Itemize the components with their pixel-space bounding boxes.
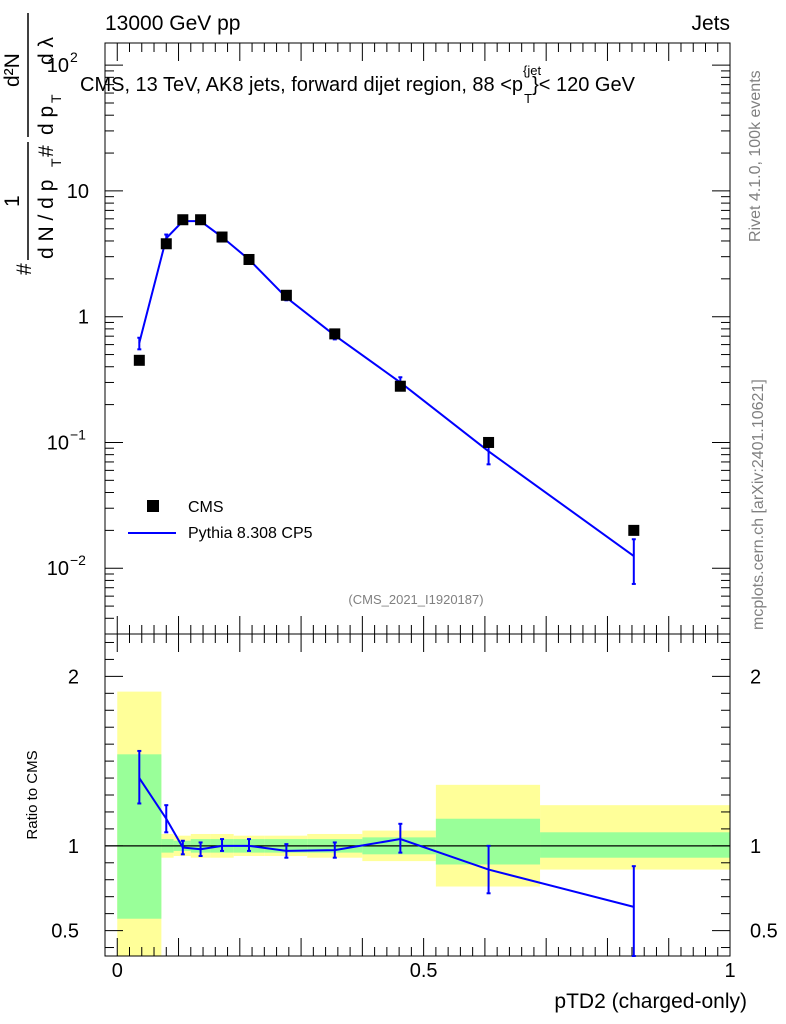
cms-data-point xyxy=(329,328,341,340)
title-part-b: }< 120 GeV xyxy=(532,74,636,96)
cms-data-point xyxy=(243,253,255,265)
main-y-tick-label: 1 xyxy=(78,307,89,329)
ylabel-hash-1: # xyxy=(13,263,36,275)
x-tick-label: 0.5 xyxy=(410,960,438,982)
ratio-y-tick-label-left: 2 xyxy=(68,666,79,688)
main-series xyxy=(133,214,640,585)
cms-data-point xyxy=(216,231,228,243)
ratio-bands xyxy=(105,691,730,956)
ratio-y-tick-label-left: 0.5 xyxy=(51,921,79,943)
main-y-tick-label-exp: −2 xyxy=(70,552,86,568)
legend-cms-marker xyxy=(147,500,159,512)
main-title: CMS, 13 TeV, AK8 jets, forward dijet reg… xyxy=(80,63,636,106)
main-y-tick-label: 10 xyxy=(67,181,89,203)
ylabel-dlambda: d λ xyxy=(35,36,58,65)
main-y-tick-label-exp: −1 xyxy=(70,426,86,442)
ratio-panel: 0.5 0.5 1 1 2 2 0 0.5 1 Ratio to CMS pTD2 (charg… xyxy=(24,633,778,1013)
ratio-y-tick-label-right: 2 xyxy=(750,666,761,688)
title-sup: {jet xyxy=(523,63,541,78)
main-y-tick-label-exp: 2 xyxy=(70,49,78,65)
ratio-series xyxy=(137,749,636,957)
header-right-label: Jets xyxy=(691,12,730,35)
x-tick-label: 1 xyxy=(724,960,735,982)
ylabel-d2N: d²N xyxy=(1,53,24,87)
x-axis-label: pTD2 (charged-only) xyxy=(554,990,747,1013)
cms-data-point xyxy=(160,238,172,250)
ylabel-T-sub-2: T xyxy=(48,94,64,103)
cms-data-point xyxy=(177,214,189,226)
ratio-y-tick-label-right: 0.5 xyxy=(750,921,778,943)
side-label-rivet: Rivet 4.1.0, 100k events xyxy=(747,70,764,242)
main-y-tick-label-base: 10 xyxy=(47,558,69,580)
main-y-tick-label-base: 10 xyxy=(47,432,69,454)
title-sub: T xyxy=(524,91,532,106)
header-left-label: 13000 GeV pp xyxy=(105,12,240,35)
ratio-ticks xyxy=(105,634,731,956)
ylabel-hash-2: # xyxy=(35,145,58,157)
legend-cms-label: CMS xyxy=(188,499,224,516)
ratio-y-tick-label-left: 1 xyxy=(68,836,79,858)
title-part-a: CMS, 13 TeV, AK8 jets, forward dijet reg… xyxy=(80,74,523,96)
main-y-tick-label-base: 10 xyxy=(47,55,69,77)
ylabel-dpT: d p xyxy=(35,106,58,135)
legend-pythia-label: Pythia 8.308 CP5 xyxy=(188,525,313,542)
cms-data-point xyxy=(133,354,145,366)
cms-data-point xyxy=(280,289,292,301)
ratio-tick-labels: 0.5 0.5 1 1 2 2 0 0.5 1 xyxy=(51,666,778,982)
ylabel-dN-dpT: d N / d p xyxy=(35,180,58,259)
ratio-y-tick-label-right: 1 xyxy=(750,836,761,858)
side-label-mcplots: mcplots.cern.ch [arXiv:2401.10621] xyxy=(750,379,767,630)
ylabel-one: 1 xyxy=(1,195,24,207)
ylabel-T-sub-1: T xyxy=(48,158,64,167)
x-tick-label: 0 xyxy=(112,960,123,982)
main-frame xyxy=(104,42,731,635)
cms-data-point xyxy=(483,436,495,448)
ratio-y-axis-label: Ratio to CMS xyxy=(24,750,41,839)
cms-data-point xyxy=(394,380,406,392)
main-y-axis-label: # 1 d N / d p T # d²N d p T d λ xyxy=(1,13,64,275)
ratio-band-green xyxy=(540,832,730,858)
cms-data-point xyxy=(628,524,640,536)
main-ticks xyxy=(105,43,731,635)
analysis-label: (CMS_2021_I1920187) xyxy=(348,592,483,607)
ratio-frame xyxy=(104,633,731,957)
cms-data-point xyxy=(195,214,207,226)
